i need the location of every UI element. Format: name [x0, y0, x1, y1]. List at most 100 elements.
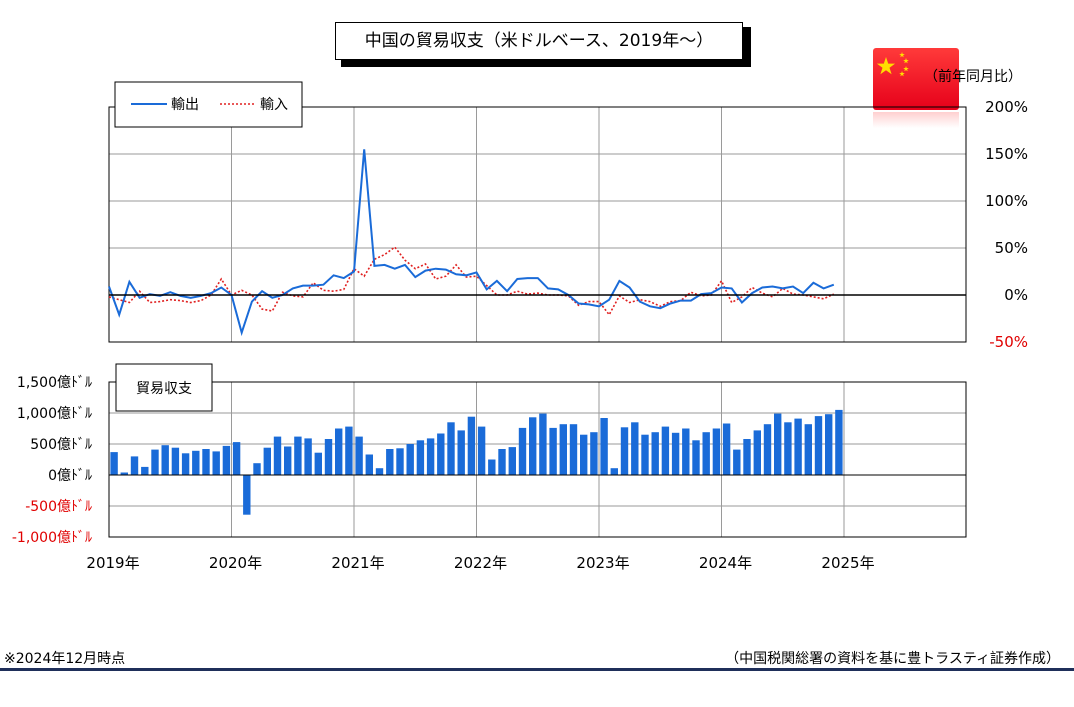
balance-bar	[151, 449, 159, 475]
balance-bar	[620, 427, 629, 475]
balance-bar	[110, 452, 118, 475]
flag-small-star	[899, 71, 905, 77]
balance-y-tick-label: 500億ﾄﾞﾙ	[30, 437, 92, 453]
balance-bar	[651, 432, 659, 475]
yoy-y-tick-label: 150%	[985, 145, 1028, 163]
balance-bar	[324, 439, 333, 475]
balance-bar	[253, 463, 261, 475]
balance-bar	[426, 438, 435, 475]
balance-bar	[712, 428, 721, 475]
balance-bar	[804, 424, 812, 475]
balance-label-box	[115, 363, 213, 412]
balance-bar	[406, 444, 414, 475]
yoy-y-tick-label: -50%	[989, 333, 1028, 351]
flag-field	[873, 48, 959, 110]
flag-large-star	[876, 57, 896, 75]
x-tick-label: 2025年	[821, 554, 874, 572]
balance-bar	[202, 449, 210, 475]
balance-bar	[661, 426, 670, 475]
balance-bar	[539, 413, 547, 475]
balance-bar	[243, 475, 251, 515]
x-tick-label: 2023年	[576, 554, 629, 572]
balance-bar	[518, 427, 527, 475]
balance-bar	[784, 422, 792, 475]
balance-bar	[345, 426, 353, 475]
balance-bar	[641, 434, 649, 475]
balance-bar	[774, 413, 782, 475]
balance-y-tick-label: 0億ﾄﾞﾙ	[48, 468, 92, 484]
balance-bar	[743, 439, 751, 475]
balance-bar	[733, 449, 741, 475]
balance-bar	[488, 459, 496, 475]
balance-bar	[600, 418, 608, 475]
balance-bar	[559, 424, 567, 475]
yoy-y-tick-label: 100%	[985, 192, 1028, 210]
balance-y-tick-label: 1,500億ﾄﾞﾙ	[17, 375, 92, 391]
balance-bar	[284, 446, 292, 475]
balance-bar	[835, 409, 843, 475]
flag-small-star	[903, 66, 909, 72]
balance-bar	[396, 448, 404, 475]
balance-bar	[181, 453, 190, 475]
balance-bar	[722, 423, 731, 475]
x-tick-label: 2024年	[699, 554, 752, 572]
yoy-y-ticks: 200% 150% 100% 50% 0% -50%	[985, 98, 1028, 351]
balance-bar	[375, 468, 384, 475]
flag-small-star	[899, 52, 905, 58]
balance-bar	[692, 440, 700, 475]
balance-bar	[682, 428, 690, 475]
china-flag-icon	[873, 48, 959, 128]
yoy-chart-frame	[108, 106, 967, 343]
balance-series-label: 貿易収支	[136, 381, 192, 397]
yoy-chart-grid	[109, 107, 966, 342]
balance-bar	[365, 454, 373, 475]
yoy-y-tick-label: 50%	[995, 239, 1028, 257]
balance-bar	[273, 436, 282, 475]
balance-bar	[794, 418, 802, 475]
balance-bar	[477, 426, 486, 475]
x-tick-label: 2020年	[209, 554, 262, 572]
balance-bar	[355, 436, 363, 475]
balance-bar	[590, 432, 598, 475]
balance-bar	[447, 422, 455, 475]
x-tick-label: 2021年	[331, 554, 384, 572]
bottom-rule	[0, 668, 1074, 671]
balance-bar	[467, 416, 476, 475]
x-tick-label: 2022年	[454, 554, 507, 572]
balance-bar	[508, 447, 516, 475]
legend-import-label: 輸入	[260, 97, 288, 113]
flag-reflection	[873, 112, 959, 128]
balance-bar	[232, 442, 241, 475]
balance-bar	[498, 449, 506, 475]
balance-bar	[171, 447, 180, 475]
yoy-y-tick-label: 200%	[985, 98, 1028, 116]
yoy-y-tick-label: 0%	[1004, 286, 1028, 304]
balance-bar	[825, 414, 833, 475]
balance-bar	[212, 451, 220, 475]
footnote: ※2024年12月時点	[4, 651, 126, 667]
balance-chart-frame	[108, 381, 967, 538]
yoy-unit-label: （前年同月比）	[924, 68, 1022, 85]
balance-bar	[671, 432, 680, 475]
balance-bar	[192, 450, 200, 475]
balance-bar	[753, 430, 761, 475]
balance-y-tick-label: -500億ﾄﾞﾙ	[25, 499, 92, 515]
balance-bar	[814, 416, 823, 475]
balance-bar	[569, 424, 578, 475]
chart-title: 中国の貿易収支（米ドルベース、2019年～）	[335, 22, 743, 60]
balance-y-tick-label: -1,000億ﾄﾞﾙ	[12, 530, 92, 546]
balance-bar	[314, 452, 322, 475]
balance-bar	[763, 424, 772, 475]
balance-bar	[549, 427, 557, 475]
balance-bar	[580, 434, 588, 475]
balance-bar	[222, 445, 231, 475]
balance-bar	[702, 432, 710, 475]
balance-bar	[457, 430, 465, 475]
balance-bar	[263, 447, 271, 475]
balance-bar	[437, 433, 445, 475]
legend-export-label: 輸出	[171, 97, 199, 113]
balance-bar	[631, 422, 639, 475]
balance-bar	[386, 449, 394, 475]
balance-bar	[120, 472, 128, 475]
